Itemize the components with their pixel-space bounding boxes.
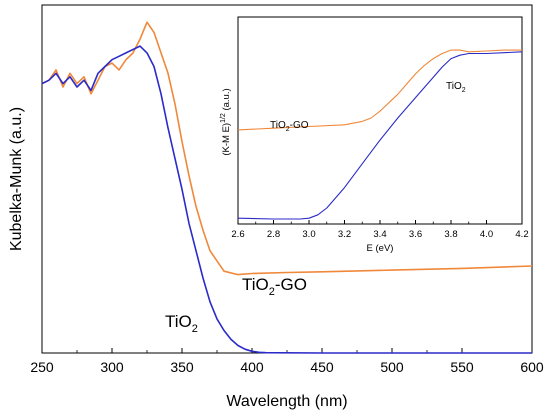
main-label-tio2-go: TiO2-GO: [242, 275, 307, 298]
inset-x-ticks: [237, 220, 523, 224]
inset-x-tick-label: 4.0: [480, 229, 493, 240]
main-series-line-tio2: [41, 45, 532, 354]
inset-label-tio2-go: TiO2-GO: [270, 120, 309, 133]
main-x-tick-label: 400: [240, 359, 264, 375]
inset-x-tick-label: 3.0: [302, 229, 315, 240]
inset-x-tick-label: 3.6: [409, 229, 422, 240]
inset-x-tick-label: 3.4: [373, 229, 386, 240]
main-series-group: [41, 21, 533, 354]
main-x-tick-labels: 250 300 350 400 450 500 550 600: [30, 359, 544, 375]
inset-x-tick-label: 3.8: [444, 229, 457, 240]
inset-x-tick-label: 2.6: [231, 229, 244, 240]
main-x-tick-label: 450: [310, 359, 334, 375]
inset-x-tick-label: 2.8: [267, 229, 280, 240]
main-series-line-tio2-go: [41, 21, 533, 276]
main-y-axis-title: Kubelka-Munk (a.u.): [8, 107, 25, 251]
main-label-tio2: TiO2: [165, 312, 198, 335]
main-x-axis-title: Wavelength (nm): [226, 393, 347, 410]
inset-x-tick-label: 4.2: [515, 229, 528, 240]
inset-x-axis-title: E (eV): [367, 243, 394, 254]
inset-x-tick-labels: 2.6 2.8 3.0 3.2 3.4 3.6 3.8 4.0 4.2: [231, 229, 528, 240]
main-x-tick-label: 600: [520, 359, 544, 375]
inset-y-axis-title: (K-M E)1/2 (a.u.): [220, 88, 232, 155]
inset-series-line-tio2: [237, 51, 523, 220]
inset-label-tio2: TiO2: [446, 81, 466, 94]
main-x-tick-label: 500: [380, 359, 404, 375]
inset-x-tick-label: 3.2: [338, 229, 351, 240]
inset-series-group: [237, 49, 523, 220]
inset-series-line-tio2-go: [237, 49, 522, 131]
main-x-tick-label: 300: [100, 359, 124, 375]
main-x-tick-label: 550: [450, 359, 474, 375]
main-x-tick-label: 250: [30, 359, 54, 375]
main-x-tick-label: 350: [170, 359, 194, 375]
